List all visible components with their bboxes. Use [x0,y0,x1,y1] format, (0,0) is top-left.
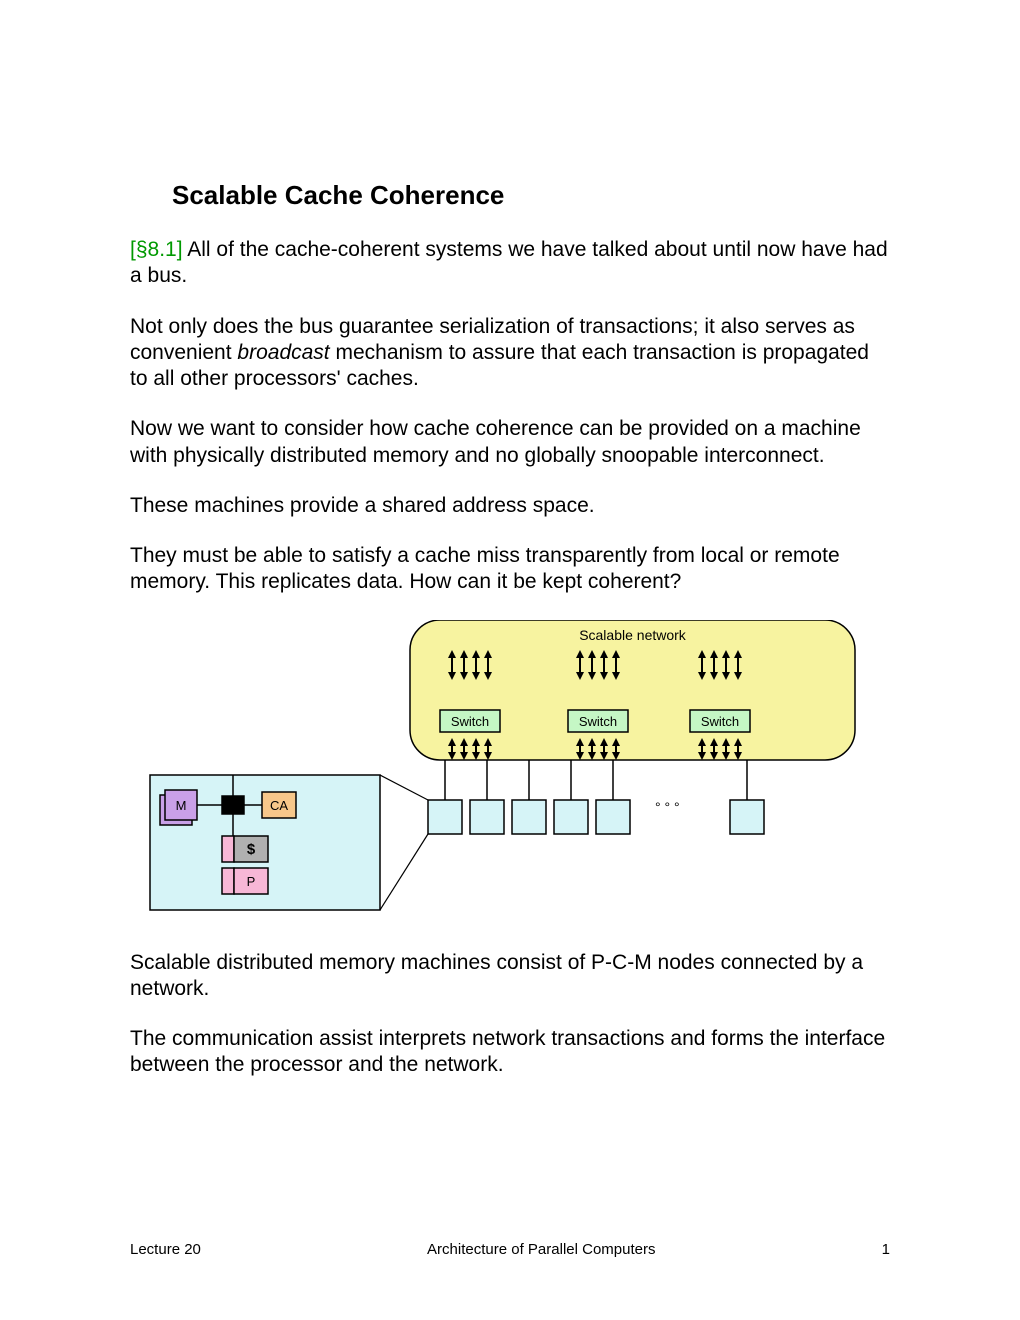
paragraph-5: They must be able to satisfy a cache mis… [130,543,890,596]
architecture-diagram: Scalable network Switch Switch Switch ° ° ° M… [130,620,890,920]
page-footer: Lecture 20 Architecture of Parallel Comp… [130,1241,890,1258]
para2-emphasis: broadcast [237,341,329,364]
diagram-svg: Scalable network Switch Switch Switch ° ° ° M… [130,620,890,920]
svg-text:° ° °: ° ° ° [655,799,680,815]
svg-text:Scalable network: Scalable network [579,627,687,643]
paragraph-4: These machines provide a shared address … [130,493,890,519]
footer-center: Architecture of Parallel Computers [427,1241,655,1258]
page: Scalable Cache Coherence [§8.1] All of t… [0,0,1020,1320]
paragraph-7: The communication assist interprets netw… [130,1026,890,1079]
svg-text:M: M [176,798,187,813]
footer-right: 1 [882,1241,890,1258]
page-title: Scalable Cache Coherence [172,180,890,211]
svg-text:$: $ [247,841,256,858]
section-reference: [§8.1] [130,238,183,261]
paragraph-2: Not only does the bus guarantee serializ… [130,314,890,393]
footer-left: Lecture 20 [130,1241,201,1258]
paragraph-3: Now we want to consider how cache cohere… [130,416,890,469]
svg-text:Switch: Switch [579,714,617,729]
paragraph-1: [§8.1] All of the cache-coherent systems… [130,237,890,290]
svg-text:Switch: Switch [451,714,489,729]
svg-text:Switch: Switch [701,714,739,729]
para1-text: All of the cache-coherent systems we hav… [130,238,888,287]
paragraph-6: Scalable distributed memory machines con… [130,950,890,1003]
svg-text:CA: CA [270,798,288,813]
svg-text:P: P [247,874,256,889]
